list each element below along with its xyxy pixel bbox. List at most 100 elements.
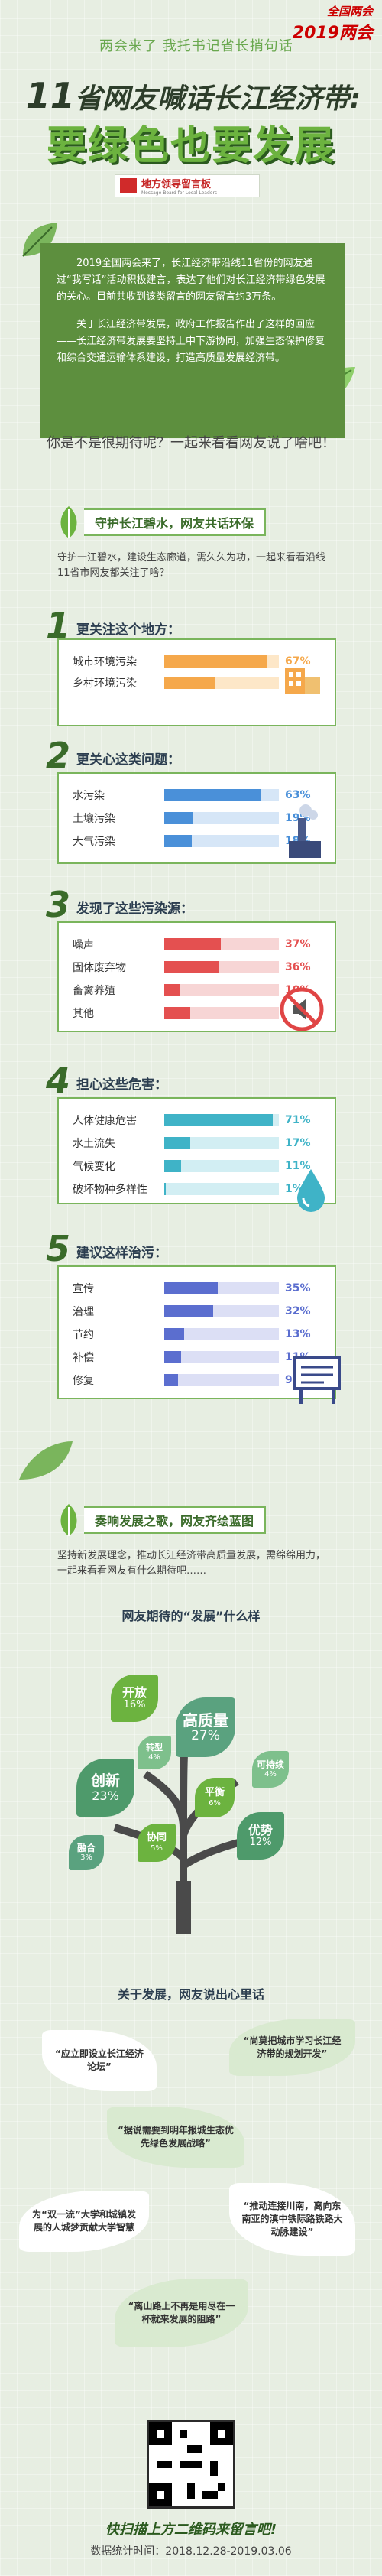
bar-row: 补偿11% [73,1350,316,1365]
bar-track [164,984,279,996]
opinion-card: 为“双一流”大学和城镇发展的人城梦贡献大学智慧 [19,2191,149,2252]
bar-row: 水污染 63% [73,788,316,803]
leaf-decoration-icon [22,223,57,257]
opinions-title: 关于发展，网友说出心里话 [117,1987,264,2002]
bar-row: 乡村环境污染33% [73,675,316,690]
bar-row: 气候变化 11% [73,1158,316,1174]
bar-track [164,677,279,689]
bar [164,1007,190,1019]
bar-label: 补偿 [73,1352,94,1364]
bar-label: 城市环境污染 [73,656,137,668]
message-board-logo-icon [120,178,137,193]
tree-leaf: 转型 4% [138,1736,171,1769]
tree-leaf-name: 开放 [121,1685,147,1701]
question-block-5: 5 建议这样治污： 宣传 35% 治理 32% 节约 13% 补偿11% 修复9% [46,1231,336,1407]
bar-row: 人体健康危害 71% [73,1113,316,1128]
bar-track [164,1282,279,1294]
tree-leaf-value: 27% [191,1727,220,1743]
qr-code-icon[interactable] [147,2420,235,2509]
section1-header: 守护长江碧水，网友共话环保 [53,505,329,540]
question-block-1: 1 更关注这个地方： 城市环境污染 67% 乡村环境污染33% [46,608,336,738]
bar-row: 治理 32% [73,1304,316,1319]
bar [164,1282,218,1294]
tree-leaf: 高质量 27% [176,1697,235,1757]
bar-label: 土壤污染 [73,813,115,825]
bar-value-label: 36% [285,961,311,973]
bar-track [164,1305,279,1317]
bar-label: 固体废弃物 [73,962,126,974]
bar-label: 乡村环境污染 [73,677,137,690]
smokestack-icon [289,804,321,858]
brand-line2: 2019两会 [292,24,373,43]
bar-value-label: 35% [285,1282,311,1294]
question-title: 建议这样治污： [76,1246,167,1261]
tree-title: 网友期待的“发展”什么样 [121,1609,261,1623]
footer-stat-time: 数据统计时间：2018.12.28-2019.03.06 [90,2545,292,2558]
bar-value-label: 67% [285,655,311,668]
intro-paragraph-2: 关于长江经济带发展，政府工作报告作出了这样的回应——长江经济带发展要坚持上中下游… [57,319,325,364]
tree-leaf-name: 转型 [146,1743,163,1753]
opinion-card: “推动连接川南，离向东南亚的滇中铁际路铁路大动脉建设” [229,2183,355,2256]
tree-leaf-name: 创新 [90,1772,120,1789]
tree-leaf-value: 5% [151,1843,163,1853]
title-number: 11 [25,75,75,116]
tree-leaf-name: 优势 [248,1823,273,1838]
bar-track [164,1114,279,1126]
bar-value-label: 32% [285,1305,311,1317]
bar [164,1183,166,1195]
tree-leaf-value: 12% [249,1836,272,1848]
question-title: 更关注这个地方： [76,622,180,638]
bar-track [164,1351,279,1363]
bar-track [164,655,279,668]
bar-row: 土壤污染 19% [73,810,316,826]
bar-row: 水土流失 17% [73,1135,316,1151]
section2-header: 奏响发展之歌，网友齐绘蓝图 [53,1502,329,1538]
bar-value-label: 17% [285,1137,311,1149]
tree-leaf: 优势 12% [237,1812,284,1860]
bar [164,1351,181,1363]
bar-label: 修复 [73,1375,94,1387]
bar-label: 破坏物种多样性 [73,1184,147,1196]
bar-track [164,1328,279,1340]
source-badge: 地方领导留言板 Message Board for Local Leaders [115,174,260,197]
tree-leaf: 融合 3% [69,1835,104,1870]
bar [164,961,219,973]
bar-track [164,1137,279,1149]
tagline: 两会来了 我托书记省长捎句话 [99,38,293,54]
opinion-card: “据说需要到明年报城生态优先绿色发展战略” [107,2107,244,2168]
bar-track [164,835,279,847]
bar-value-label: 63% [285,789,311,801]
question-title: 担心这些危害： [76,1077,167,1093]
tree-leaf-name: 协同 [146,1832,167,1844]
tree-leaf-value: 16% [123,1698,146,1710]
bar-label: 节约 [73,1329,94,1341]
tree-leaf: 协同 5% [138,1824,176,1862]
opinion-card: “尚莫把城市学习长江经济带的规划开发” [229,2019,355,2076]
leaf-icon [60,506,77,538]
tree-leaf-name: 可持续 [256,1759,284,1770]
leaf-icon [60,1504,77,1536]
question-number: 2 [46,735,71,776]
bar-label: 畜禽养殖 [73,985,115,997]
tree-leaf-value: 23% [92,1788,119,1803]
bar [164,812,193,824]
bar-track [164,1183,279,1195]
bar [164,1137,190,1149]
brand-line1: 全国两会 [326,5,373,18]
bar-label: 气候变化 [73,1161,115,1173]
intro-panel: 2019全国两会来了，长江经济带沿线11省份的网友通过“我写话”活动积极建言，表… [40,243,345,438]
bar-row: 节约 13% [73,1327,316,1342]
tree-leaf-name: 融合 [76,1842,96,1853]
bar [164,1305,213,1317]
tree-leaf-value: 4% [264,1770,277,1779]
bar-label: 大气污染 [73,836,115,848]
bar-label: 治理 [73,1306,94,1318]
notice-board-icon [293,1356,341,1404]
question-number: 1 [46,605,71,646]
tree-leaf-value: 4% [148,1753,160,1762]
tree-leaf-value: 6% [209,1798,221,1808]
tree-leaf-name: 平衡 [204,1787,225,1799]
question-number: 5 [46,1228,71,1269]
source-name-en: Message Board for Local Leaders [141,190,218,196]
